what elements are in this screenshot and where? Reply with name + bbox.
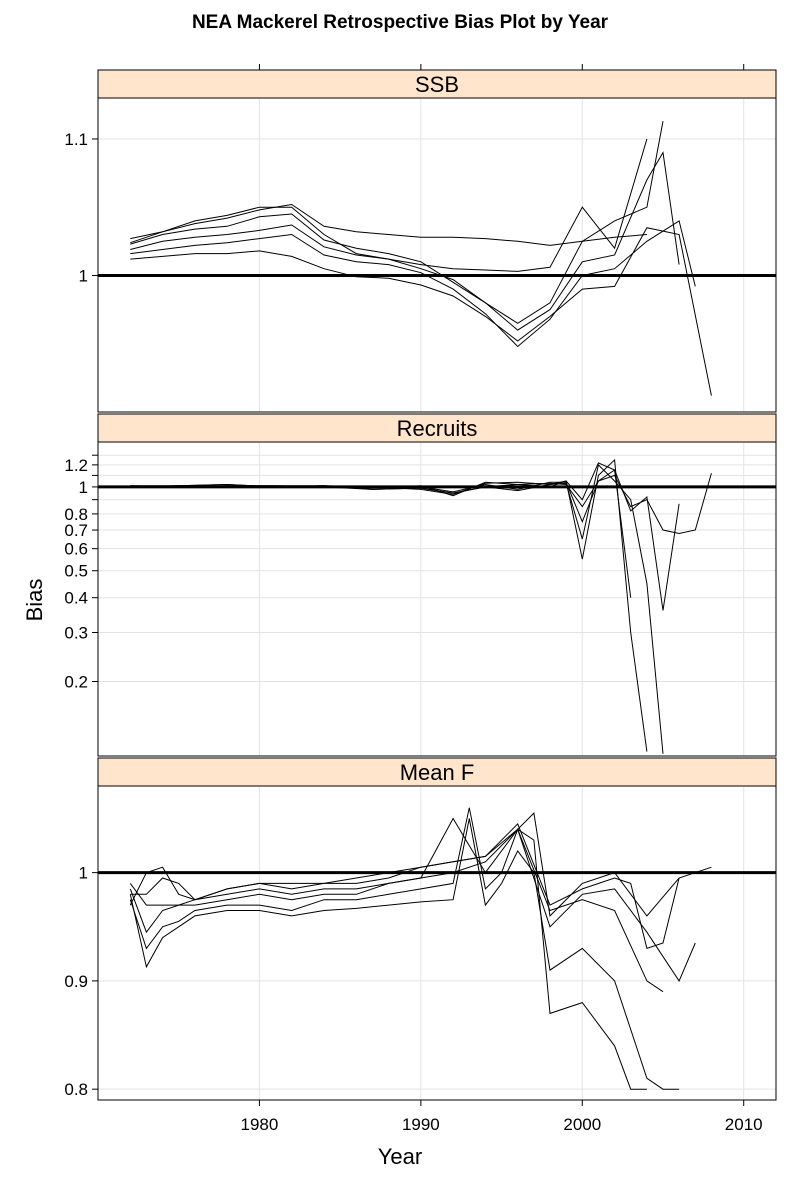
- series-line-5: [130, 203, 647, 246]
- series-line-2: [129, 807, 647, 1090]
- series-line-4: [130, 458, 648, 752]
- y-axis-label: Bias: [22, 579, 47, 622]
- x-tick-label: 1990: [402, 1115, 440, 1134]
- panel-strip: [97, 413, 777, 443]
- panel-frame: [97, 441, 777, 757]
- series-line-3: [129, 817, 664, 993]
- panel-frame: [97, 785, 777, 1101]
- panel-strip: [97, 757, 777, 787]
- panel-ssb: SSB 1 1.1: [64, 69, 777, 413]
- panel-strip-label: Recruits: [397, 416, 478, 441]
- series-line-1: [129, 818, 680, 1090]
- series-line-4: [130, 121, 664, 324]
- y-tick-label: 0.8: [64, 505, 88, 524]
- panel-mean-f: Mean F 0.8 0.9 1: [64, 757, 777, 1101]
- plot-area: SSB11.1Recruits0.20.30.40.50.60.70.811.2…: [64, 64, 777, 1134]
- series-line-3: [130, 463, 664, 754]
- y-tick-label: 0.4: [64, 589, 88, 608]
- series-line-6: [130, 138, 648, 272]
- y-tick-label: 0.7: [64, 521, 88, 540]
- y-tick-label: 1.1: [64, 130, 88, 149]
- chart-title: NEA Mackerel Retrospective Bias Plot by …: [192, 12, 609, 33]
- series-line-6: [129, 823, 680, 950]
- panel-strip-label: SSB: [415, 72, 459, 97]
- panel-strip-label: Mean F: [400, 760, 475, 785]
- panel-strip: [97, 69, 777, 99]
- series-line-3: [130, 151, 680, 331]
- series-line-1: [130, 227, 712, 396]
- y-tick-label: 0.2: [64, 673, 88, 692]
- y-tick-label: 0.9: [64, 972, 88, 991]
- x-tick-label: 2000: [563, 1115, 601, 1134]
- series-line-2: [130, 220, 696, 348]
- x-tick-label: 1980: [241, 1115, 279, 1134]
- x-axis-label: Year: [378, 1144, 422, 1169]
- y-tick-label: 1.2: [64, 456, 88, 475]
- y-tick-label: 1: [79, 266, 88, 285]
- y-tick-label: 1: [79, 478, 88, 497]
- y-tick-label: 0.8: [64, 1080, 88, 1099]
- x-tick-label: 2010: [725, 1115, 763, 1134]
- y-tick-label: 0.3: [64, 623, 88, 642]
- y-tick-label: 1: [79, 864, 88, 883]
- y-tick-label: 0.6: [64, 540, 88, 559]
- panel-recruits: Recruits 0.2 0.3 0.4 0.5 0.60.70.8 1 1.2: [64, 413, 777, 757]
- series-line-2: [130, 469, 680, 611]
- y-tick-label: 0.5: [64, 562, 88, 581]
- panel-frame: [97, 97, 777, 413]
- series-line-4: [129, 828, 696, 982]
